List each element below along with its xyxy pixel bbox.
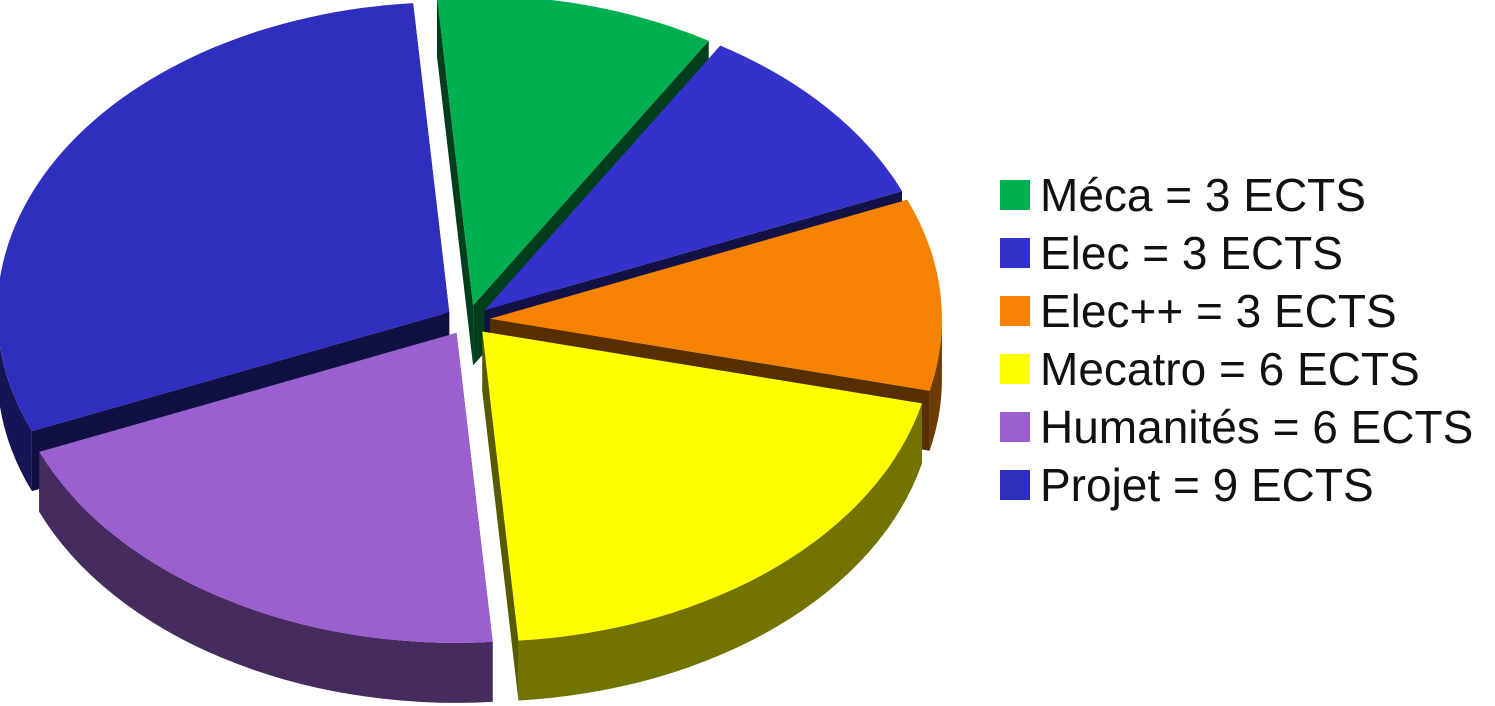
legend-swatch — [1000, 238, 1030, 268]
legend-item: Projet = 9 ECTS — [1000, 456, 1473, 514]
legend-label: Projet = 9 ECTS — [1040, 459, 1374, 511]
legend-swatch — [1000, 296, 1030, 326]
pie-slice-side — [39, 451, 493, 703]
pie-slice-side — [436, 0, 474, 366]
legend-swatch — [1000, 412, 1030, 442]
legend-item: Mecatro = 6 ECTS — [1000, 340, 1473, 398]
legend-label: Elec++ = 3 ECTS — [1040, 285, 1397, 337]
slice-3-mecatro — [482, 331, 922, 641]
legend-label: Mecatro = 6 ECTS — [1040, 343, 1420, 395]
slice-0-meca — [437, 0, 709, 306]
legend-label: Humanités = 6 ECTS — [1040, 401, 1474, 453]
slice-5-projet — [0, 3, 450, 432]
legend-item: Elec = 3 ECTS — [1000, 224, 1473, 282]
slice-2-elec — [489, 199, 942, 391]
legend-item: Méca = 3 ECTS — [1000, 166, 1473, 224]
legend-item: Elec++ = 3 ECTS — [1000, 282, 1473, 340]
legend-label: Méca = 3 ECTS — [1040, 169, 1366, 221]
legend-item: Humanités = 6 ECTS — [1000, 398, 1473, 456]
slice-1-elec — [484, 45, 903, 311]
legend-swatch — [1000, 180, 1030, 210]
legend-swatch — [1000, 470, 1030, 500]
slice-4-humanites — [39, 332, 493, 643]
chart-legend: Méca = 3 ECTS Elec = 3 ECTS Elec++ = 3 ECT… — [1000, 166, 1473, 514]
pie-slice-side — [929, 318, 942, 451]
pie-slice-side — [518, 403, 922, 701]
legend-swatch — [1000, 354, 1030, 384]
legend-label: Elec = 3 ECTS — [1040, 227, 1343, 279]
pie-slice-side — [0, 346, 32, 492]
pie-slice-side — [482, 331, 519, 701]
pie-chart — [0, 0, 942, 703]
